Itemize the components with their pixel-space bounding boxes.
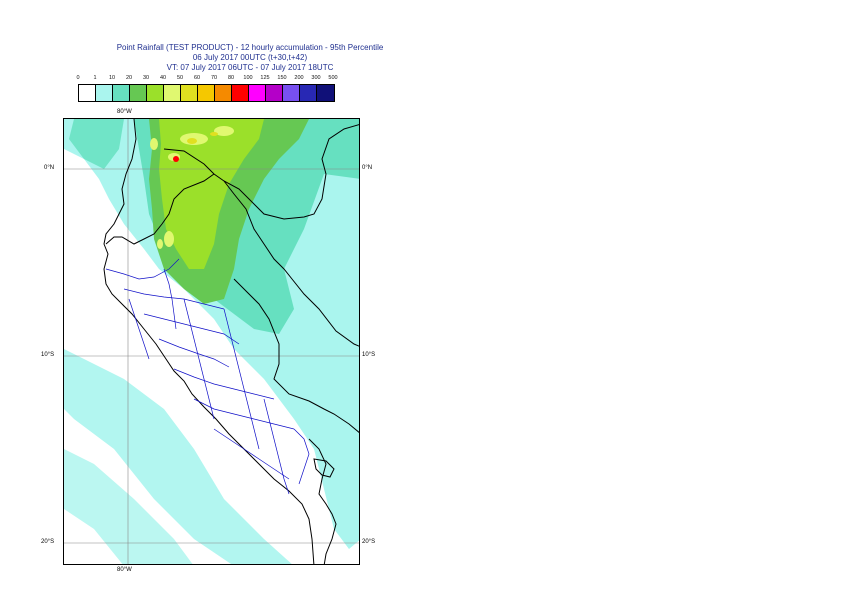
legend-swatch-1 xyxy=(96,85,113,101)
legend-tick-70: 70 xyxy=(210,75,218,81)
legend-swatch-10 xyxy=(249,85,266,101)
legend-swatch-13 xyxy=(300,85,317,101)
legend-swatch-14 xyxy=(317,85,334,101)
lat-label-0-left: 0°N xyxy=(44,165,55,171)
legend-tick-300: 300 xyxy=(311,75,321,81)
legend-tick-labels: 0 1 10 20 30 40 50 60 70 80 100 125 150 200 300 500 xyxy=(70,75,350,83)
lon-label-top-outer: 80°W xyxy=(117,109,132,115)
admin-border-4 xyxy=(158,338,230,368)
admin-borders xyxy=(105,258,310,495)
legend-tick-125: 125 xyxy=(260,75,270,81)
admin-border-7 xyxy=(213,428,290,480)
legend-swatch-3 xyxy=(130,85,147,101)
border-peru-colombia-brazil xyxy=(223,180,359,347)
legend-tick-100: 100 xyxy=(243,75,253,81)
lon-label-bottom: 80°W xyxy=(117,567,132,573)
legend-tick-30: 30 xyxy=(142,75,150,81)
legend-swatch-12 xyxy=(283,85,300,101)
legend-tick-1: 1 xyxy=(93,75,97,81)
legend-tick-80: 80 xyxy=(227,75,235,81)
legend-swatch-9 xyxy=(232,85,249,101)
legend-tick-40: 40 xyxy=(159,75,167,81)
coastline xyxy=(103,119,315,564)
admin-border-9 xyxy=(223,308,260,450)
admin-border-13 xyxy=(128,298,150,360)
rain-area-80mm xyxy=(173,156,179,162)
country-borders xyxy=(103,119,359,564)
rain-area-10mm-ocean xyxy=(69,119,124,169)
title-line-2: 06 July 2017 00UTC (t+30,t+42) xyxy=(192,53,308,62)
legend-swatch-11 xyxy=(266,85,283,101)
admin-border-11 xyxy=(163,268,177,330)
lat-label-0-right: 0°N xyxy=(362,165,373,171)
legend-tick-200: 200 xyxy=(294,75,304,81)
rain-area-50mm xyxy=(187,132,218,144)
admin-border-3 xyxy=(143,313,240,345)
lat-label-20-right: 20°S xyxy=(362,539,376,545)
border-peru-bolivia xyxy=(308,438,337,564)
border-ecuador-colombia xyxy=(163,124,359,220)
legend-tick-150: 150 xyxy=(277,75,287,81)
legend-tick-60: 60 xyxy=(193,75,201,81)
rain-area-30mm xyxy=(159,119,264,269)
border-peru-brazil xyxy=(233,278,359,433)
legend-swatch-7 xyxy=(198,85,215,101)
border-ecuador-peru xyxy=(105,173,215,245)
legend-swatch-0 xyxy=(79,85,96,101)
lat-label-20-left: 20°S xyxy=(41,539,55,545)
legend-tick-0: 0 xyxy=(76,75,80,81)
chart-title-block: Point Rainfall (TEST PRODUCT) - 12 hourl… xyxy=(40,43,460,73)
legend-swatch-2 xyxy=(113,85,130,101)
admin-border-5 xyxy=(173,368,275,400)
legend-color-bar xyxy=(78,84,335,102)
color-legend: 0 1 10 20 30 40 50 60 70 80 100 125 150 200 300 500 xyxy=(70,75,350,102)
lake-titicaca xyxy=(313,458,335,478)
legend-tick-500: 500 xyxy=(328,75,338,81)
map-panel: 80°W xyxy=(63,118,360,565)
legend-swatch-5 xyxy=(164,85,181,101)
admin-border-10 xyxy=(263,398,290,495)
lat-label-10-right: 10°S xyxy=(362,352,376,358)
legend-tick-10: 10 xyxy=(108,75,116,81)
title-line-1: Point Rainfall (TEST PRODUCT) - 12 hourl… xyxy=(116,43,384,52)
admin-border-8 xyxy=(183,298,215,420)
legend-swatch-6 xyxy=(181,85,198,101)
admin-border-6 xyxy=(193,398,295,430)
legend-tick-20: 20 xyxy=(125,75,133,81)
admin-border-1 xyxy=(105,258,180,280)
legend-swatch-4 xyxy=(147,85,164,101)
admin-border-2 xyxy=(123,288,225,310)
legend-swatch-8 xyxy=(215,85,232,101)
rain-area-1mm-ocean xyxy=(64,349,292,564)
title-line-3: VT: 07 July 2017 06UTC - 07 July 2017 18… xyxy=(166,63,334,72)
legend-tick-50: 50 xyxy=(176,75,184,81)
rainfall-map xyxy=(64,119,359,564)
rainfall-field xyxy=(64,119,359,564)
graticule xyxy=(64,119,359,564)
lat-label-10-left: 10°S xyxy=(41,352,55,358)
admin-border-12 xyxy=(293,428,310,485)
